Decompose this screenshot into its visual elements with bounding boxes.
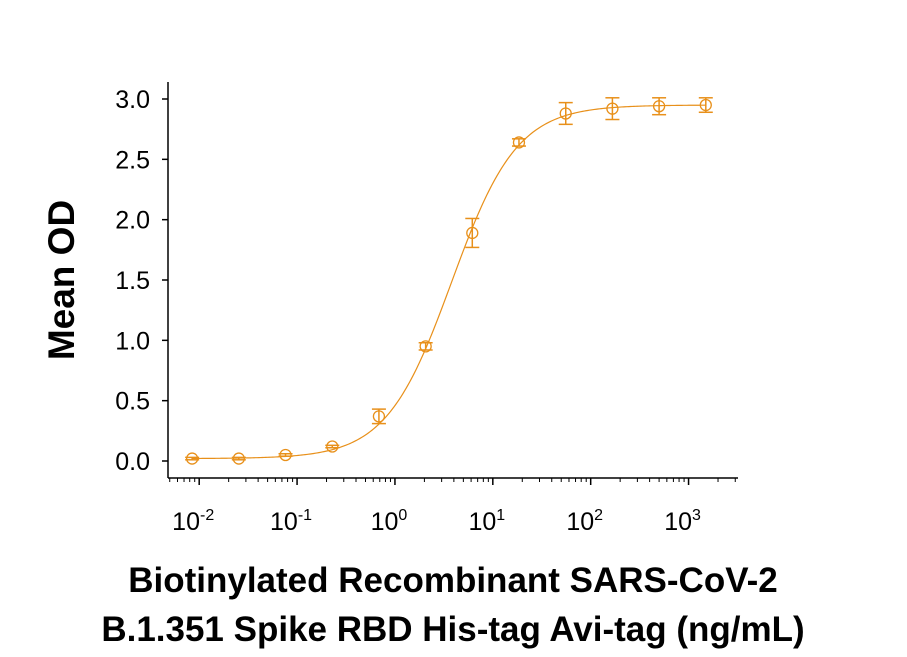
data-point (326, 440, 339, 453)
data-point-group (558, 101, 573, 126)
y-tick-label: 2.5 (115, 146, 150, 174)
x-tick-label: 100 (371, 507, 408, 536)
axes: 0.00.51.01.52.02.53.010-2 10-1 100 101 102 10… (115, 82, 738, 536)
data-point (232, 452, 245, 465)
x-tick-exponent: 1 (496, 507, 505, 524)
data-point (559, 107, 572, 120)
data-point (419, 340, 432, 353)
x-tick-label: 102 (566, 507, 603, 536)
y-tick-label: 0.0 (115, 448, 150, 476)
data-point-group (605, 97, 620, 121)
x-tick-label: 10-2 (172, 507, 214, 536)
data-point-group (231, 452, 246, 465)
x-tick-label: 101 (468, 507, 505, 536)
y-tick-label: 2.0 (115, 207, 150, 235)
x-tick-exponent: 3 (692, 507, 701, 524)
x-tick-exponent: -2 (200, 507, 214, 524)
data-point-group (278, 448, 293, 462)
x-tick-exponent: 0 (398, 507, 407, 524)
y-tick-label: 1.5 (115, 267, 150, 295)
data-point (652, 100, 666, 113)
x-axis-title-line-1: Biotinylated Recombinant SARS-CoV-2 (128, 561, 778, 600)
data-point-group (465, 217, 480, 249)
data-point-group (698, 97, 713, 114)
data-point (512, 136, 526, 149)
y-axis-title: Mean OD (41, 200, 82, 360)
y-tick-label: 3.0 (115, 86, 150, 114)
x-tick-exponent: -1 (298, 507, 312, 524)
data-point-group (185, 452, 200, 465)
data-point (185, 452, 199, 465)
data-point (699, 98, 712, 112)
data-point-group (325, 440, 340, 453)
x-tick-base: 10 (172, 508, 200, 536)
x-tick-base: 10 (664, 508, 692, 536)
data-point-group (371, 408, 386, 425)
data-points-layer (185, 97, 713, 465)
data-point (279, 448, 292, 462)
data-point-group (511, 136, 526, 149)
x-tick-base: 10 (468, 508, 496, 536)
x-axis-title-line-2: B.1.351 Spike RBD His-tag Avi-tag (ng/mL… (101, 610, 804, 649)
x-tick-base: 10 (270, 508, 298, 536)
data-point-group (418, 340, 433, 353)
data-point (606, 102, 619, 115)
y-tick-label: 1.0 (115, 327, 150, 355)
fit-curve-layer (192, 104, 706, 460)
x-tick-base: 10 (566, 508, 594, 536)
y-tick-label: 0.5 (115, 388, 150, 416)
data-point (466, 226, 479, 240)
x-tick-base: 10 (371, 508, 399, 536)
x-tick-label: 103 (664, 507, 701, 536)
data-point (372, 410, 386, 423)
x-tick-exponent: 2 (594, 507, 603, 524)
fit-curve (192, 104, 706, 460)
x-tick-label: 10-1 (270, 507, 312, 536)
data-point-group (652, 97, 667, 116)
